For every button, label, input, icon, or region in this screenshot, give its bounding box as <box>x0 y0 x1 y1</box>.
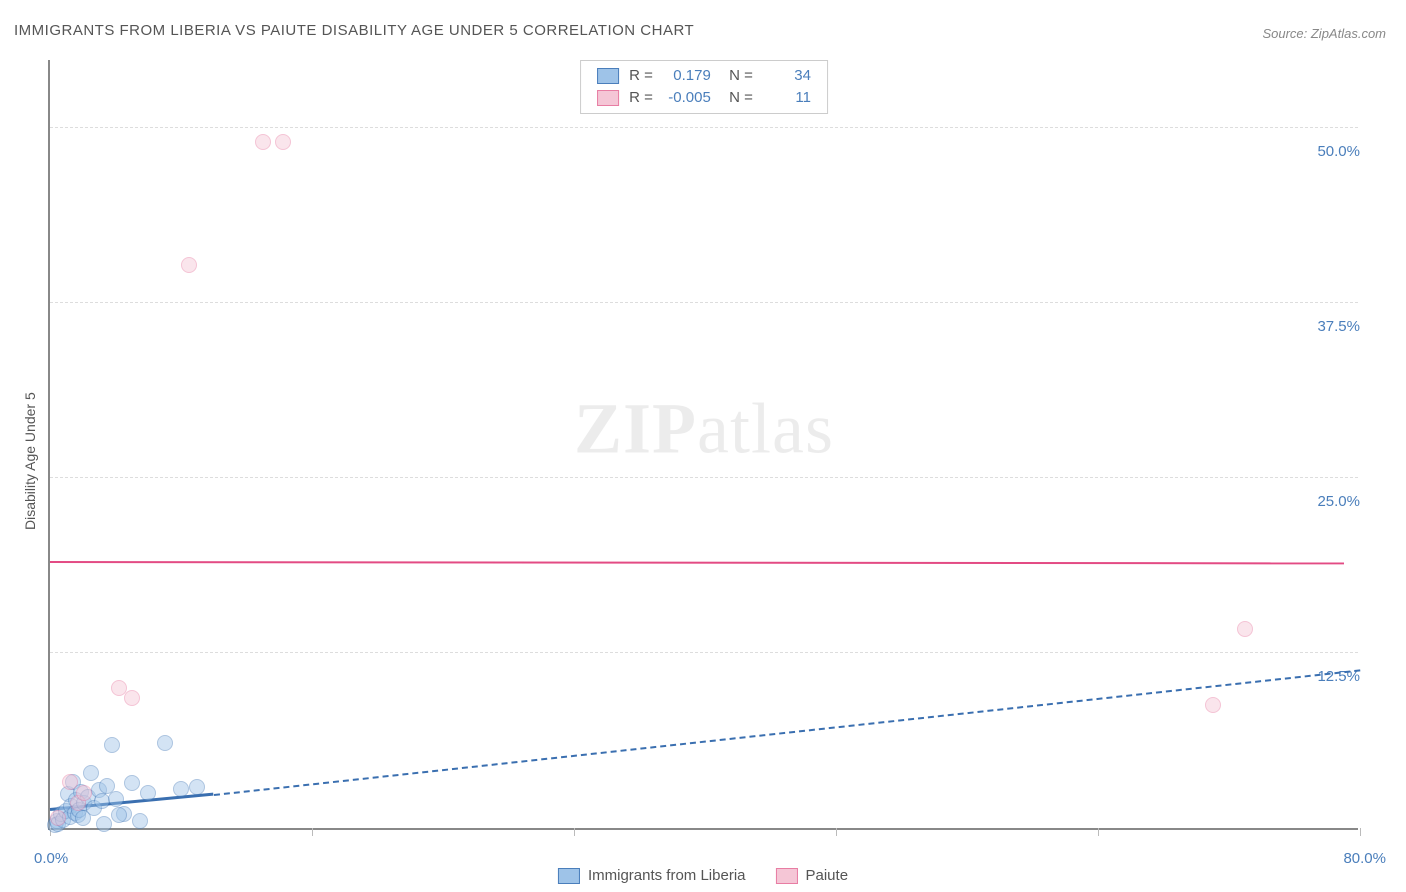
legend-swatch <box>558 868 580 884</box>
plot-area: ZIPatlas R = 0.179 N = 34R = -0.005 N = 11 1… <box>48 60 1358 830</box>
data-point <box>111 807 127 823</box>
data-point <box>157 735 173 751</box>
data-point <box>181 257 197 273</box>
data-point <box>96 816 112 832</box>
data-point <box>140 785 156 801</box>
data-point <box>1237 621 1253 637</box>
x-axis-max-label: 80.0% <box>1343 850 1386 867</box>
y-tick-label: 37.5% <box>1317 318 1360 335</box>
watermark: ZIPatlas <box>574 387 834 470</box>
data-point <box>255 134 271 150</box>
data-point <box>132 813 148 829</box>
x-tick <box>574 828 575 836</box>
legend-row: R = 0.179 N = 34 <box>597 65 811 87</box>
y-tick-label: 25.0% <box>1317 493 1360 510</box>
x-tick <box>312 828 313 836</box>
legend-label: Immigrants from Liberia <box>588 867 746 884</box>
x-tick <box>1098 828 1099 836</box>
grid-line <box>50 302 1358 303</box>
legend-item: Immigrants from Liberia <box>558 867 746 884</box>
data-point <box>108 791 124 807</box>
x-axis-origin-label: 0.0% <box>34 850 68 867</box>
legend-n-value: 34 <box>763 65 811 87</box>
legend-label: Paiute <box>806 867 849 884</box>
chart-title: IMMIGRANTS FROM LIBERIA VS PAIUTE DISABI… <box>14 22 694 39</box>
legend-swatch <box>597 68 619 84</box>
grid-line <box>50 477 1358 478</box>
legend-item: Paiute <box>776 867 849 884</box>
x-tick <box>836 828 837 836</box>
trend-line <box>50 561 1344 564</box>
data-point <box>104 737 120 753</box>
data-point <box>124 690 140 706</box>
data-point <box>50 810 66 826</box>
data-point <box>189 779 205 795</box>
source-attribution: Source: ZipAtlas.com <box>1262 26 1386 41</box>
data-point <box>124 775 140 791</box>
legend-r-label: R = <box>629 65 653 87</box>
data-point <box>62 774 78 790</box>
y-tick-label: 50.0% <box>1317 143 1360 160</box>
y-axis-title: Disability Age Under 5 <box>22 392 38 530</box>
grid-line <box>50 127 1358 128</box>
legend-swatch <box>597 90 619 106</box>
data-point <box>173 781 189 797</box>
data-point <box>1205 697 1221 713</box>
data-point <box>275 134 291 150</box>
data-point <box>83 765 99 781</box>
grid-line <box>50 652 1358 653</box>
legend-n-label: N = <box>721 87 753 109</box>
legend-row: R = -0.005 N = 11 <box>597 87 811 109</box>
chart-container: IMMIGRANTS FROM LIBERIA VS PAIUTE DISABI… <box>0 0 1406 892</box>
trend-line <box>214 669 1360 796</box>
x-tick <box>1360 828 1361 836</box>
legend-r-value: 0.179 <box>663 65 711 87</box>
legend-r-label: R = <box>629 87 653 109</box>
legend-n-label: N = <box>721 65 753 87</box>
series-legend: Immigrants from Liberia Paiute <box>558 867 848 884</box>
legend-n-value: 11 <box>763 87 811 109</box>
correlation-legend: R = 0.179 N = 34 R = -0.005 N = 11 <box>580 60 828 114</box>
legend-swatch <box>776 868 798 884</box>
data-point <box>76 785 92 801</box>
legend-r-value: -0.005 <box>663 87 711 109</box>
